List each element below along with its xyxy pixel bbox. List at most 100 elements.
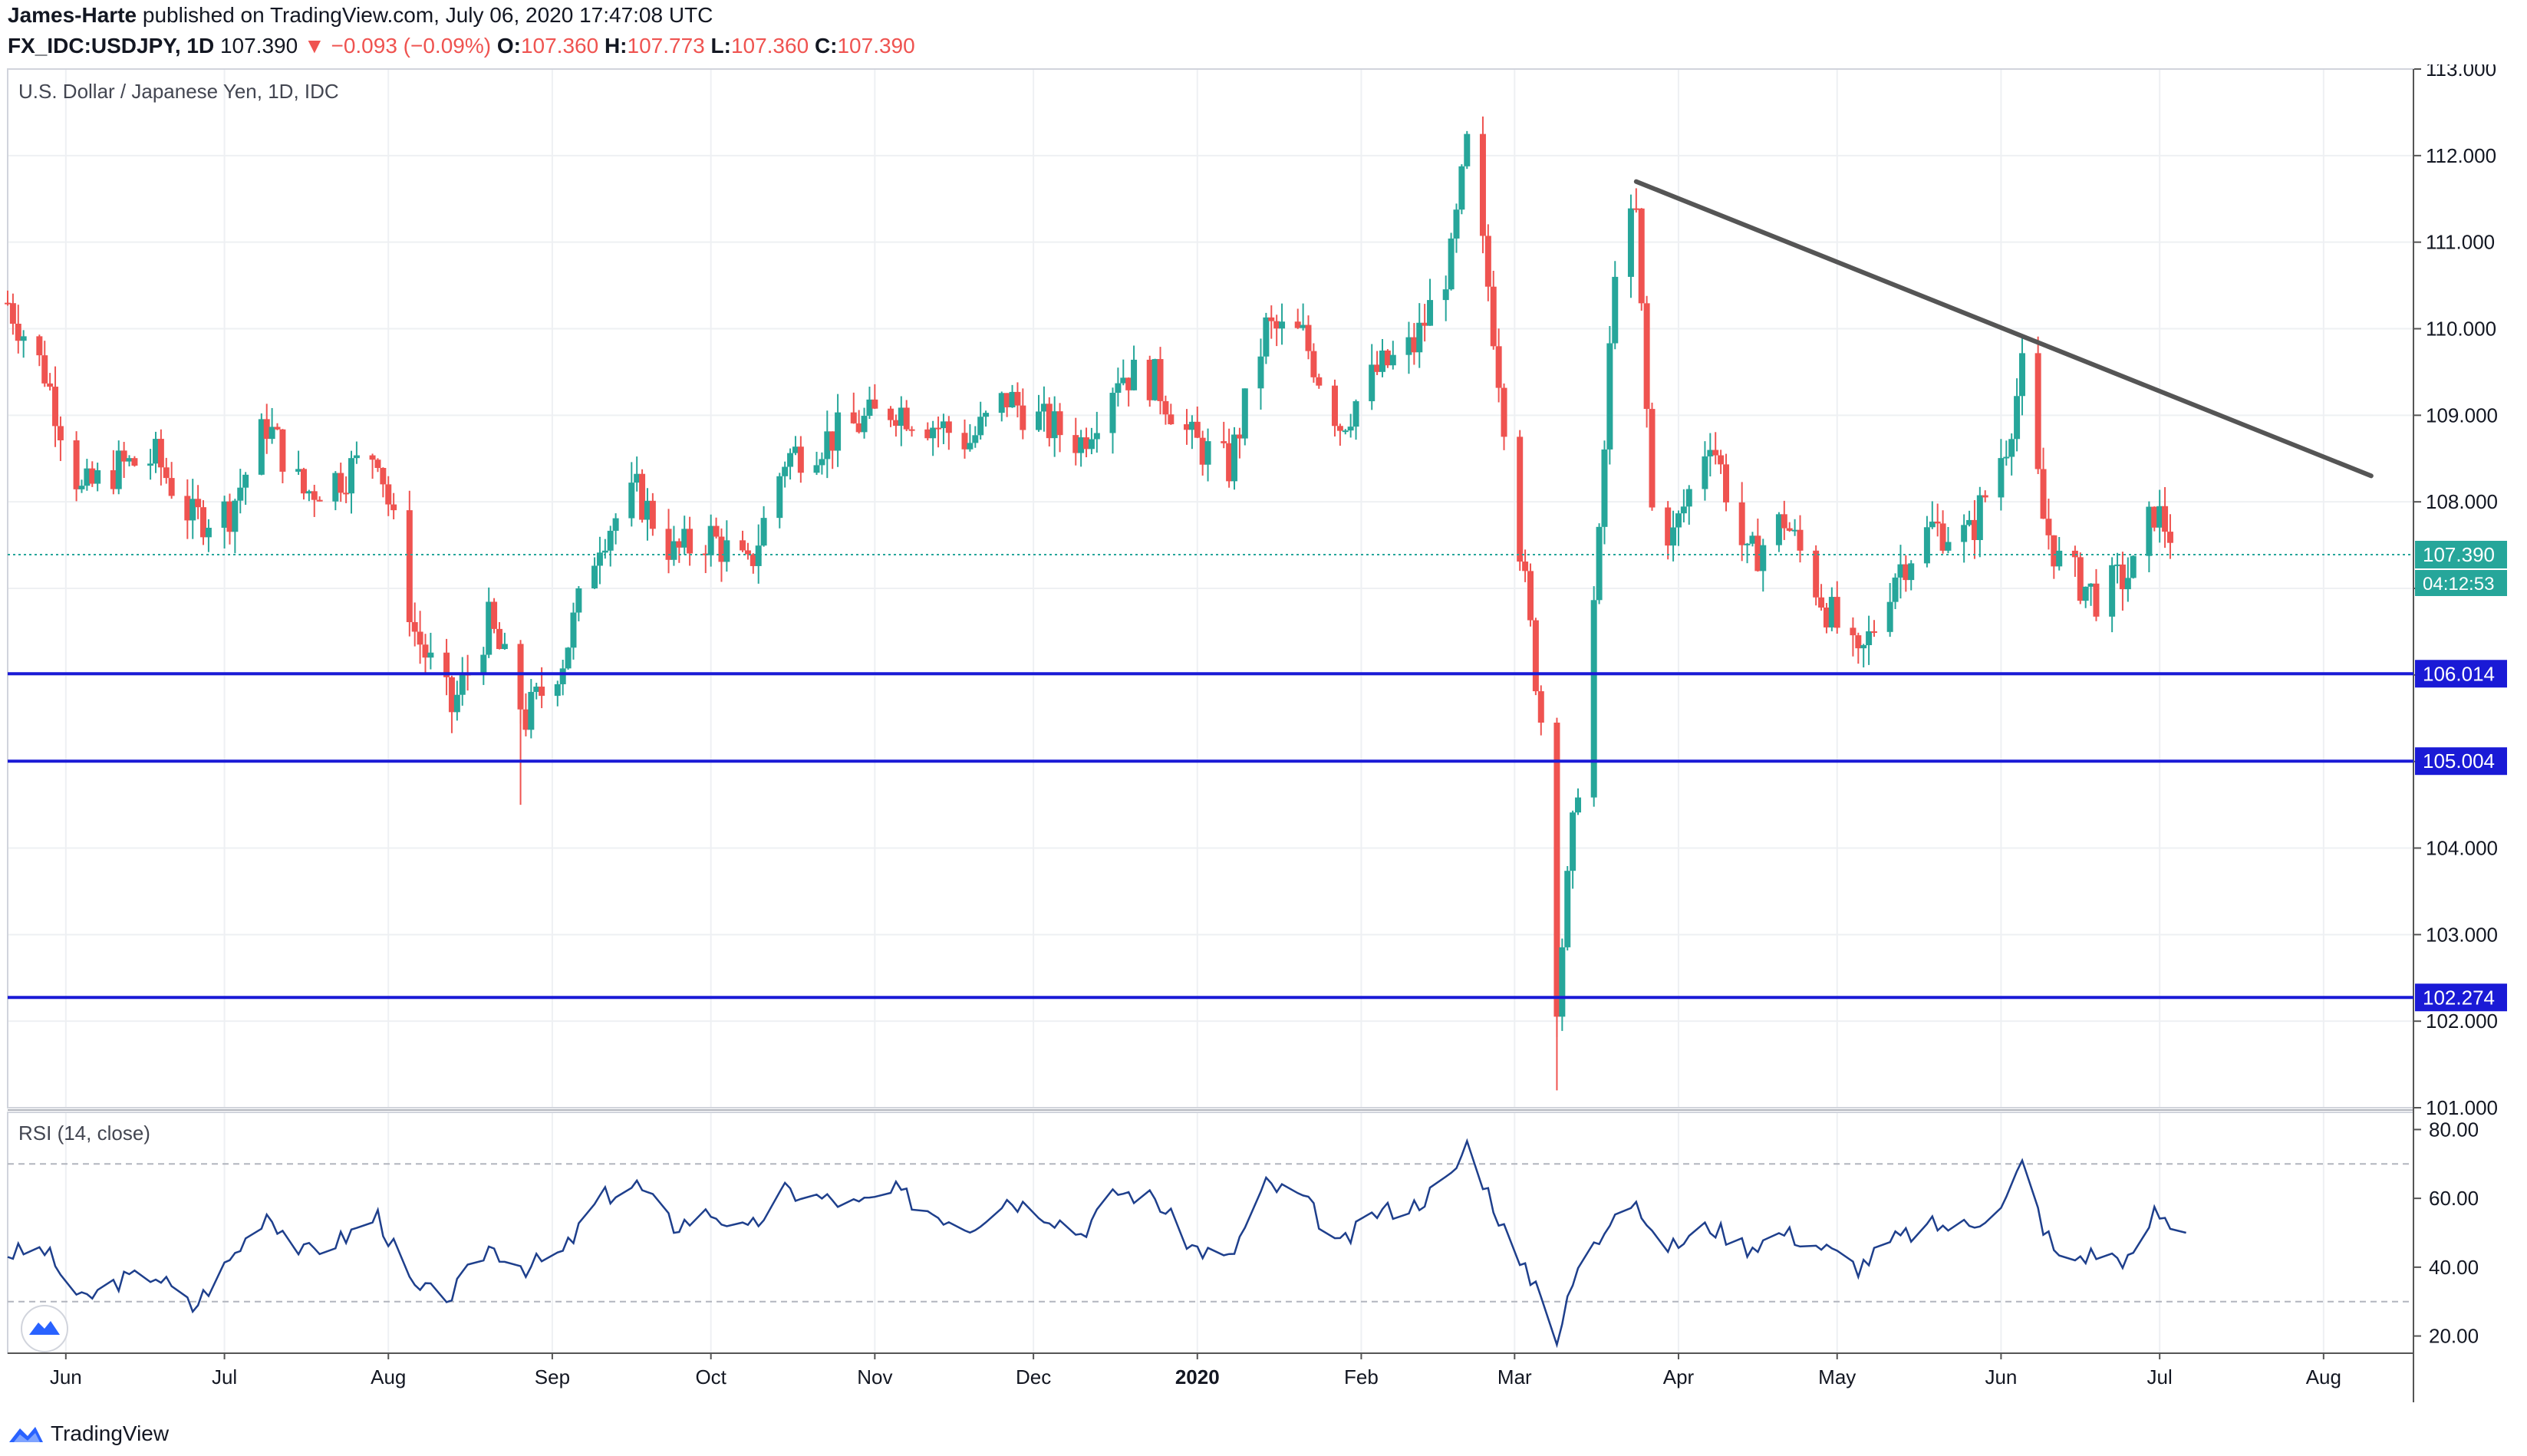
candle-body xyxy=(797,446,804,473)
candle-body xyxy=(1892,577,1899,602)
candle-body xyxy=(1612,276,1619,344)
candle-body xyxy=(819,459,825,466)
candle-body xyxy=(1484,236,1491,287)
candle-body xyxy=(829,431,836,451)
candle-body xyxy=(824,431,831,460)
candle-body xyxy=(596,552,603,566)
candle-body xyxy=(2087,583,2094,587)
candle-body xyxy=(639,473,646,520)
candle-body xyxy=(20,336,27,341)
candle-body xyxy=(2056,550,2063,567)
tradingview-brand[interactable]: TradingView xyxy=(51,1421,170,1445)
candle-body xyxy=(930,427,937,439)
candle-body xyxy=(1813,550,1820,598)
candle-body xyxy=(570,612,577,648)
candle-body xyxy=(1294,321,1301,328)
candle-body xyxy=(1517,436,1524,562)
candle-body xyxy=(390,504,397,511)
time-tick-label: 2020 xyxy=(1175,1365,1220,1388)
price-chart[interactable]: 113.000 112.000 111.000 110.000 109.000 108.0… xyxy=(0,64,2527,1416)
candle-body xyxy=(565,647,572,669)
candle-body xyxy=(1738,502,1745,545)
low-value: 107.360 xyxy=(730,34,809,58)
candle-body xyxy=(2014,396,2021,440)
candle-body xyxy=(866,399,873,417)
low-label: L: xyxy=(710,34,731,58)
candle-body xyxy=(1226,443,1233,482)
candle-body xyxy=(1427,300,1434,326)
candle-body xyxy=(1464,133,1471,166)
descending-trendline[interactable] xyxy=(1633,179,2374,479)
rsi-tick-label: 20.00 xyxy=(2429,1325,2479,1348)
candle-body xyxy=(861,416,868,433)
candle-body xyxy=(369,455,376,460)
candle-body xyxy=(1870,631,1877,633)
candle-body xyxy=(835,412,842,451)
candle-body xyxy=(1336,426,1343,431)
high-value: 107.773 xyxy=(627,34,705,58)
candle-body xyxy=(1120,377,1127,384)
candle-body xyxy=(1078,437,1085,453)
candle-body xyxy=(903,407,910,430)
open-label: O: xyxy=(496,34,521,58)
price-tick-label: 101.000 xyxy=(2426,1096,2498,1119)
candle-body xyxy=(2034,353,2041,469)
candle-body xyxy=(232,500,239,532)
candle-body xyxy=(1231,434,1238,482)
candle-body xyxy=(1146,359,1153,400)
candle-body xyxy=(1718,455,1725,465)
candle-body xyxy=(898,407,904,427)
candle-body xyxy=(1040,404,1047,412)
candle-body xyxy=(1670,527,1677,546)
candle-body xyxy=(665,529,672,560)
candle-body xyxy=(1797,529,1804,551)
candle-body xyxy=(1786,528,1793,531)
candle-body xyxy=(226,501,233,532)
candle-body xyxy=(1712,450,1719,456)
candle-body xyxy=(200,507,207,538)
candle-body xyxy=(1527,571,1534,621)
candle-body xyxy=(1305,324,1312,351)
candle-body xyxy=(1744,543,1751,545)
candle-body xyxy=(983,413,990,417)
time-tick-label: Apr xyxy=(1663,1365,1695,1388)
candle-body xyxy=(443,652,450,677)
time-tick-label: May xyxy=(1818,1365,1856,1388)
candle-body xyxy=(311,491,318,500)
candle-body xyxy=(89,468,96,484)
candle-body xyxy=(1897,564,1904,578)
candle-body xyxy=(1384,350,1391,366)
author-name[interactable]: James-Harte xyxy=(8,3,137,27)
candle-body xyxy=(374,460,381,468)
candle-body xyxy=(1241,388,1248,439)
candle-body xyxy=(940,421,947,429)
candle-body xyxy=(157,439,164,468)
candle-body xyxy=(1818,597,1825,608)
candle-body xyxy=(607,530,614,551)
candle-body xyxy=(491,601,498,629)
candle-body xyxy=(258,419,265,475)
candle-body xyxy=(380,467,387,485)
candle-body xyxy=(718,536,725,562)
candle-body xyxy=(871,399,878,409)
candle-body xyxy=(237,487,244,501)
candle-body xyxy=(961,433,968,450)
candle-body xyxy=(723,540,730,562)
candle-body xyxy=(1168,414,1175,425)
candle-body xyxy=(1575,797,1582,813)
candle-body xyxy=(448,677,455,713)
candle-body xyxy=(274,427,281,430)
candle-body xyxy=(1352,401,1359,427)
candle-body xyxy=(305,491,312,494)
candle-body xyxy=(147,463,154,466)
candle-body xyxy=(1331,385,1338,427)
candle-body xyxy=(1564,871,1571,947)
candle-body xyxy=(1236,434,1243,439)
level-price-label: 106.014 xyxy=(2423,662,2495,685)
tradingview-logo-icon[interactable] xyxy=(8,1422,44,1445)
change-value: −0.093 (−0.09%) xyxy=(331,34,492,58)
candle-body xyxy=(967,443,974,450)
candle-body xyxy=(998,393,1005,413)
candle-body xyxy=(644,500,651,520)
candle-body xyxy=(1828,597,1835,628)
